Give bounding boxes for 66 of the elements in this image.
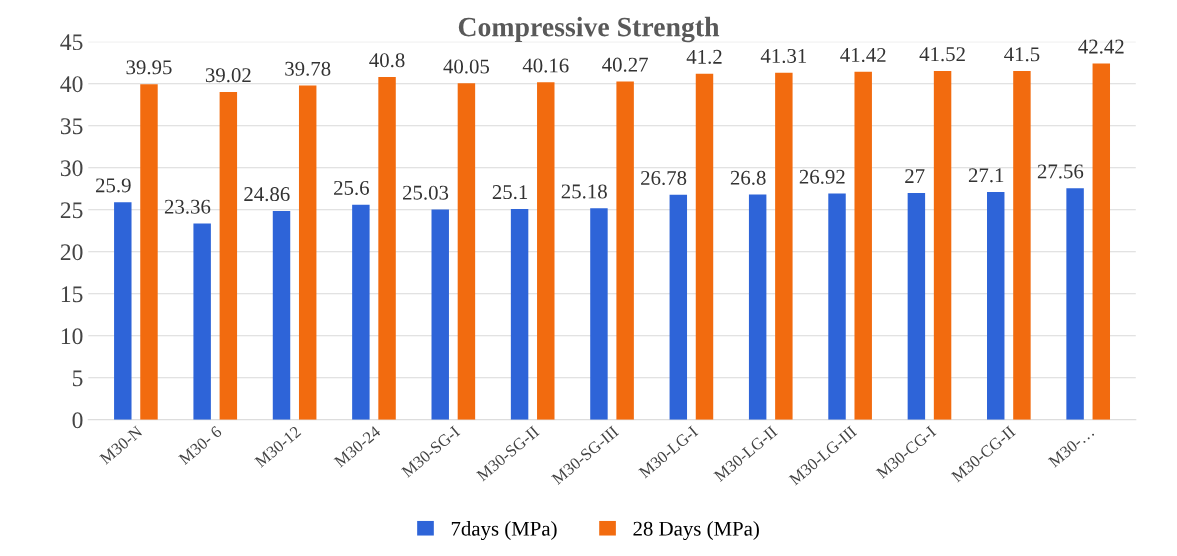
bar [854,71,872,420]
bar [193,223,211,420]
data-label: 26.8 [730,170,766,185]
data-label: 39.78 [285,61,331,76]
data-label: 39.02 [205,68,251,83]
data-label: 26.78 [641,170,687,186]
bar [695,73,714,420]
y-tick-label: 10 [61,328,83,345]
y-tick-label: 40 [60,76,83,93]
bar [933,70,952,420]
bar [219,91,238,420]
data-label: 42.42 [1078,39,1124,54]
bar [378,76,396,420]
data-label: 25.6 [334,180,369,195]
bar [114,202,132,420]
y-tick-label: 5 [72,370,83,387]
data-label: 25.03 [403,185,449,200]
y-tick-label: 20 [60,244,83,261]
bar [537,82,555,420]
bar [828,193,846,420]
bar [272,210,291,420]
data-label: 25.18 [561,184,607,199]
bar [298,85,317,420]
legend-label: 7days (MPa) [451,521,557,541]
data-label: 27.56 [1037,164,1084,179]
y-tick-label: 30 [60,160,83,177]
bar [510,208,529,420]
y-tick-label: 45 [60,34,83,51]
bar [669,194,688,420]
bar [1092,63,1111,420]
bar [1013,71,1031,420]
x-tick-label: M30- 6 [177,425,223,466]
y-tick-label: 25 [60,202,83,219]
bar [431,209,449,420]
bar [748,194,767,420]
data-label: 40.05 [443,59,490,74]
data-label: 40.16 [522,58,569,73]
bar [352,204,370,420]
y-tick-label: 0 [72,412,83,429]
data-label: 41.42 [840,47,886,63]
bar [140,84,158,420]
y-tick-label: 15 [61,286,83,303]
data-label: 23.36 [164,199,211,214]
data-label: 41.52 [919,47,965,62]
data-label: 39.95 [126,60,172,75]
data-label: 25.9 [95,178,131,193]
data-label: 25.1 [492,185,528,200]
bar [616,81,634,420]
data-label: 41.31 [760,48,807,64]
data-label: 40.27 [602,57,648,72]
y-tick-label: 35 [60,118,83,135]
bar [457,83,476,420]
data-label: 27.1 [968,168,1004,183]
chart-title: Compressive Strength [458,16,720,43]
bar [590,208,608,420]
data-label: 26.92 [799,169,845,184]
data-label: 24.86 [244,187,290,202]
bar [775,72,793,420]
bar [987,192,1005,420]
data-label: 41.5 [1004,47,1040,62]
data-label: 41.2 [686,49,722,64]
legend-label: 28 Days (MPa) [633,521,759,541]
bar [907,192,926,420]
data-label: 27 [905,169,925,183]
data-label: 40.8 [369,53,405,68]
bar [1066,188,1084,420]
